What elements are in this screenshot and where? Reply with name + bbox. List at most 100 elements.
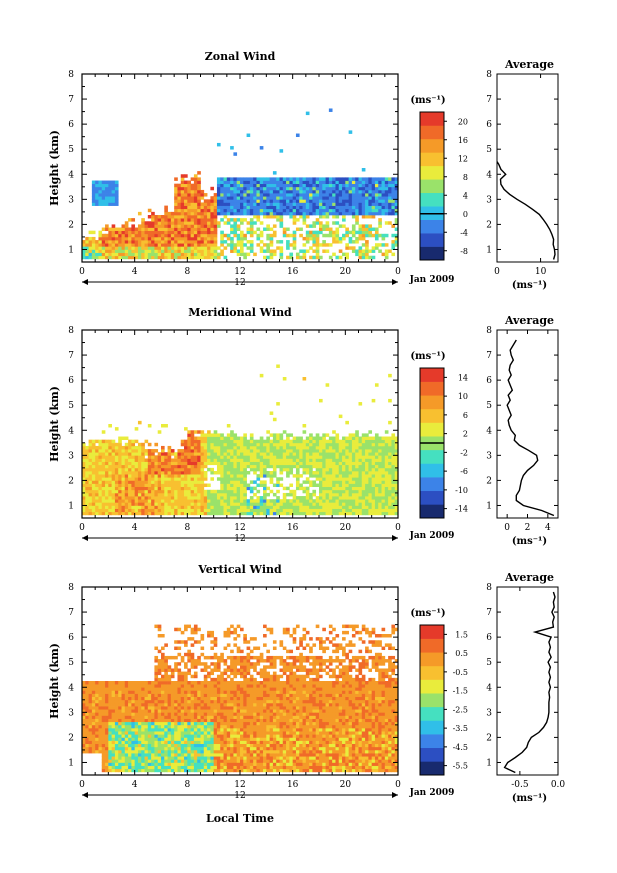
meridional-cell (309, 502, 313, 506)
zonal-cell (322, 177, 326, 181)
meridional-cell (246, 439, 251, 444)
zonal-cell (374, 230, 379, 235)
meridional-cell (200, 502, 205, 506)
zonal-cell (203, 236, 208, 241)
meridional-cell (282, 496, 287, 500)
zonal-cell (101, 202, 106, 206)
vertical-cell (105, 731, 109, 735)
meridional-cell (292, 499, 297, 503)
vertical-cell (105, 690, 109, 694)
meridional-cell (309, 445, 313, 450)
meridional-cell (391, 486, 396, 491)
meridional-cell (282, 464, 287, 469)
zonal-cell (266, 196, 270, 200)
meridional-cell (147, 492, 152, 497)
zonal-cell (351, 246, 356, 250)
meridional-cell (184, 483, 188, 488)
zonal-cell (315, 199, 320, 203)
zonal-cell (184, 240, 188, 244)
meridional-cell (207, 499, 211, 503)
zonal-cell (361, 189, 366, 194)
zonal-cell (105, 246, 109, 250)
meridional-cell (276, 483, 280, 488)
zonal-cell (141, 236, 145, 241)
zonal-cell (190, 211, 195, 216)
meridional-cell (240, 455, 244, 459)
meridional-cell (128, 499, 132, 503)
meridional-cell (391, 467, 396, 472)
meridional-cell (180, 499, 185, 503)
meridional-cell (174, 458, 178, 462)
zonal-ytick-label: 5 (68, 145, 74, 155)
meridional-cell (325, 452, 330, 456)
zonal-cell (216, 205, 221, 210)
meridional-cell (338, 474, 343, 478)
meridional-cell (368, 502, 373, 506)
zonal-cell (319, 189, 323, 194)
meridional-cell (302, 496, 307, 500)
meridional-cell (128, 439, 132, 444)
zonal-cell (328, 255, 333, 260)
zonal-cell (177, 193, 182, 197)
meridional-cell (210, 455, 215, 459)
meridional-cell (345, 508, 349, 513)
zonal-cell (210, 208, 215, 213)
zonal-cell (144, 224, 149, 228)
zonal-colorbar-frame (419, 111, 445, 261)
vertical-cell (134, 746, 139, 751)
meridional-cell (302, 452, 307, 456)
meridional-cell (381, 492, 386, 497)
zonal-cell (134, 243, 139, 247)
meridional-cell (253, 455, 257, 459)
zonal-cell (236, 202, 241, 206)
meridional-cell (98, 471, 103, 475)
meridional-cell (114, 496, 119, 500)
meridional-cell (85, 474, 89, 478)
meridional-cell (391, 480, 396, 484)
zonal-cell (269, 233, 274, 238)
meridional-cell (193, 430, 198, 434)
meridional-cell (141, 477, 145, 481)
vertical-cell (82, 696, 86, 701)
meridional-cell (374, 445, 379, 450)
meridional-ytick-label: 3 (68, 451, 74, 461)
zonal-cell (174, 199, 178, 203)
meridional-cell (111, 455, 116, 459)
meridional-cell (266, 502, 270, 506)
meridional-cell (167, 464, 172, 469)
vertical-cell (124, 765, 129, 770)
meridional-cell (263, 486, 267, 491)
meridional-cell (101, 511, 106, 516)
zonal-cell (355, 193, 359, 197)
vertical-cell (88, 687, 93, 691)
zonal-cell (269, 215, 274, 219)
meridional-cell (253, 445, 257, 450)
meridional-cell (365, 505, 369, 509)
zonal-cell (151, 240, 155, 244)
meridional-cell (388, 477, 392, 481)
zonal-cell (207, 224, 211, 228)
vertical-cell (95, 743, 99, 748)
zonal-cell (226, 189, 231, 194)
meridional-cell (203, 492, 208, 497)
zonal-cell (216, 211, 221, 216)
zonal-colorbar-label: -4 (460, 228, 468, 237)
zonal-cell (312, 208, 317, 213)
zonal-cell (170, 249, 175, 253)
meridional-cell (91, 477, 96, 481)
zonal-cell (200, 227, 205, 232)
meridional-cell (170, 511, 175, 516)
meridional-cell (95, 483, 99, 488)
meridional-cell (91, 471, 96, 475)
zonal-cell (286, 233, 290, 238)
zonal-cell (203, 240, 208, 244)
zonal-cell (154, 236, 159, 241)
meridional-cell (243, 480, 247, 484)
meridional-cell (361, 436, 366, 441)
meridional-cell (292, 458, 297, 462)
vertical-cell (121, 702, 126, 707)
meridional-cell (147, 424, 152, 428)
vertical-cell (114, 681, 119, 685)
zonal-cell (184, 208, 188, 213)
zonal-cell (184, 215, 188, 219)
